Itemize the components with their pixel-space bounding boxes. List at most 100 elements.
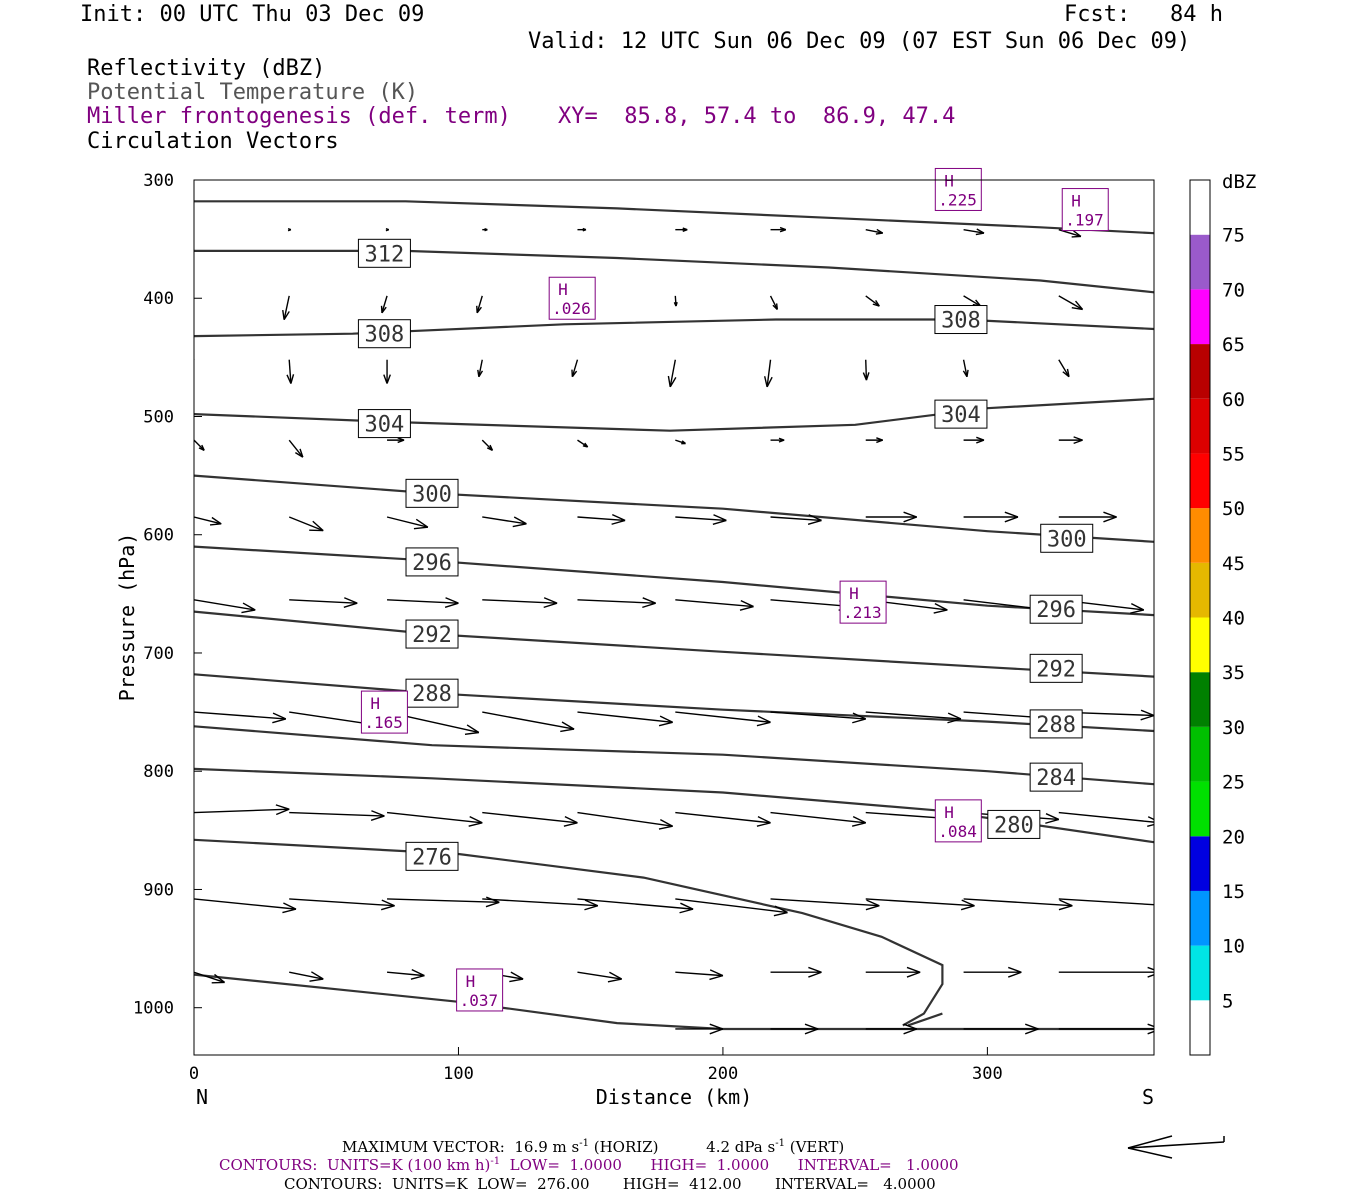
frontogenesis-max-value: .026 [552, 299, 591, 318]
x-tick-label: 200 [708, 1064, 739, 1084]
circulation-vector [289, 597, 358, 608]
circulation-vector [194, 516, 222, 526]
circulation-vector [865, 295, 880, 307]
circulation-vector [770, 226, 787, 233]
isentrope-contours [194, 200, 1154, 1031]
frontogenesis-max-box [839, 580, 887, 624]
isentrope-label: 296 [412, 551, 452, 576]
isentrope-label: 280 [994, 813, 1034, 838]
colorbar-label: 25 [1222, 772, 1245, 794]
frontogenesis-max-value: .213 [843, 603, 882, 622]
frontogenesis-max-label: H [944, 803, 954, 822]
circulation-vector [387, 597, 459, 609]
circulation-vector [577, 898, 694, 914]
colorbar-label: 10 [1222, 936, 1245, 958]
circulation-vector [862, 359, 870, 381]
reference-vector-arrow [1127, 1135, 1225, 1159]
circulation-vector [865, 898, 975, 911]
circulation-vector [482, 597, 558, 609]
circulation-vector [385, 227, 389, 232]
frontogenesis-max-box [360, 690, 408, 734]
circulation-vector [963, 1023, 1039, 1035]
circulation-vector [770, 514, 822, 525]
colorbar-bin [1190, 398, 1210, 454]
colorbar-bin [1190, 617, 1210, 673]
y-tick-label: 400 [143, 289, 174, 309]
circulation-vector [667, 359, 677, 388]
isentrope-label-box [1029, 653, 1083, 683]
circulation-vector [865, 511, 917, 523]
circulation-vector [194, 599, 256, 614]
isentrope-292 [194, 610, 1154, 678]
y-axis: 300 400 500 600 700 800 900 1000 [133, 171, 202, 1019]
circulation-vector [482, 227, 488, 232]
isentrope-label: 304 [941, 403, 981, 428]
colorbar-bin [1190, 180, 1210, 235]
circulation-vector [1058, 436, 1083, 445]
circulation-vector [1058, 966, 1154, 978]
circulation-vector [963, 966, 1022, 978]
isentrope-label-box [987, 809, 1041, 839]
circulation-vector [194, 804, 290, 816]
isentrope-label: 308 [365, 323, 405, 348]
y-tick-label: 800 [143, 762, 174, 782]
frontogenesis-max-label: H [944, 171, 954, 190]
circulation-vector [288, 439, 304, 458]
frontogenesis-max-value: .037 [460, 991, 499, 1010]
y-tick-label: 600 [143, 526, 174, 546]
frontogenesis-max-label: H [558, 280, 568, 299]
circulation-vector [865, 966, 921, 978]
isentrope-label: 284 [1036, 766, 1076, 791]
circulation-vector [383, 359, 391, 384]
isentrope-label-box [405, 478, 459, 508]
frontogenesis-max-box [934, 167, 982, 211]
circulation-vector [289, 971, 324, 982]
colorbar-bin [1190, 562, 1210, 618]
circulation-vector [476, 295, 483, 314]
isentrope-label: 308 [941, 309, 981, 334]
isentrope-label-box [405, 841, 459, 871]
colorbar-bin [1190, 781, 1210, 837]
colorbar-label: 60 [1222, 389, 1245, 411]
circulation-vector [769, 295, 779, 310]
y-tick-label: 900 [143, 880, 174, 900]
colorbar-bin [1190, 945, 1210, 1001]
frontogenesis-max-label: H [370, 694, 380, 713]
circulation-vector [194, 439, 205, 451]
circulation-vector [194, 357, 195, 360]
circulation-vector [481, 439, 494, 451]
circulation-vector [386, 969, 425, 980]
footer-contours-theta: CONTOURS: UNITS=K LOW= 276.00 HIGH= 412.… [284, 1175, 936, 1193]
isentrope-312 [194, 200, 1154, 235]
x-axis: 0 100 200 300 [189, 1047, 1003, 1084]
colorbar-bin [1190, 1000, 1210, 1055]
isentrope-276 [194, 838, 944, 1027]
footer-max-vector: MAXIMUM VECTOR: 16.9 m s-1 (HORIZ) 4.2 d… [342, 1138, 845, 1156]
isentrope-label: 296 [1036, 598, 1076, 623]
valid-time: Valid: 12 UTC Sun 06 Dec 09 (07 EST Sun … [528, 29, 1191, 54]
isentrope-labels: 312 308 308 304 304 300 300 296 296 292 292 288 288 2… [357, 238, 1094, 871]
circulation-vector [963, 295, 982, 307]
x-tick-label: 300 [972, 1064, 1003, 1084]
field-reflectivity: Reflectivity (dBZ) [87, 56, 326, 81]
circulation-vector [675, 711, 771, 727]
colorbar-bin [1190, 453, 1210, 509]
circulation-vector [288, 516, 324, 532]
isentrope-label: 292 [1036, 657, 1076, 682]
circulation-vector [675, 969, 724, 981]
y-tick-label: 300 [143, 171, 174, 191]
circulation-vector [675, 811, 771, 827]
frontogenesis-max-box [456, 968, 504, 1012]
circulation-vector [865, 711, 962, 724]
circulation-vector [675, 514, 727, 525]
circulation-vector [577, 227, 587, 232]
field-potential-temperature: Potential Temperature (K) [87, 80, 419, 105]
field-miller-frontogenesis: Miller frontogenesis (def. term) [87, 104, 511, 129]
isentrope-label-box [934, 399, 988, 429]
isentrope-label: 276 [412, 845, 452, 870]
frontogenesis-max-value: .197 [1065, 211, 1104, 230]
x-axis-label: Distance (km) [596, 1085, 753, 1109]
y-tick-label: 700 [143, 644, 174, 664]
circulation-vector [675, 898, 788, 917]
frontogenesis-max-box [548, 276, 596, 320]
